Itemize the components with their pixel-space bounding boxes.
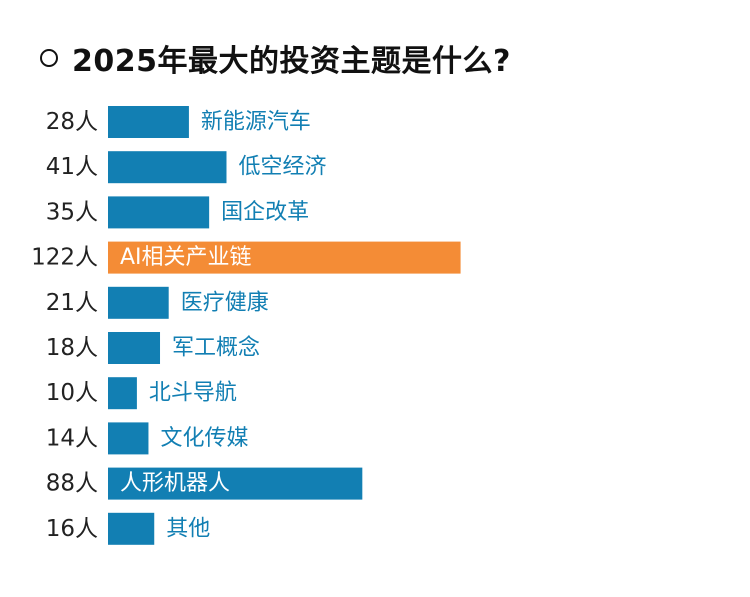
bar-row: 88人 人形机器人 (46, 467, 363, 500)
value-label: 88人 (46, 471, 98, 497)
bar-row: 10人 北斗导航 (46, 377, 237, 410)
bar-row: 21人 医疗健康 (46, 286, 269, 319)
bar (108, 151, 227, 184)
category-label: 低空经济 (238, 155, 326, 180)
value-label: 41人 (46, 154, 98, 180)
bar-row: 18人 军工概念 (46, 332, 260, 364)
bar (108, 286, 169, 319)
bar (108, 332, 161, 364)
bar (108, 196, 210, 229)
bar (108, 241, 461, 274)
title-row: 2025年最大的投资主题是什么? (40, 38, 511, 79)
bar-row: 16人 其他 (46, 512, 210, 545)
bar-row: 28人 新能源汽车 (46, 106, 311, 138)
category-label: 军工概念 (172, 336, 260, 361)
bar (108, 106, 189, 138)
value-label: 14人 (46, 425, 98, 451)
bar (108, 467, 363, 500)
bar (108, 422, 149, 455)
bar (108, 512, 155, 545)
radio-circle-icon (40, 49, 58, 67)
category-label: 文化传媒 (160, 426, 248, 451)
bar (108, 377, 137, 410)
category-label: 新能源汽车 (201, 110, 311, 135)
category-label: 人形机器人 (120, 471, 230, 496)
category-label: 其他 (166, 516, 210, 541)
bar-row: 41人 低空经济 (46, 151, 327, 184)
category-label: 医疗健康 (181, 290, 269, 315)
value-label: 122人 (31, 245, 98, 271)
value-label: 28人 (46, 109, 98, 135)
page-title: 2025年最大的投资主题是什么? (72, 44, 511, 79)
bar-row: 14人 文化传媒 (46, 422, 248, 455)
value-label: 35人 (46, 199, 98, 225)
value-label: 10人 (46, 380, 98, 406)
bar-row: 122人 AI相关产业链 (31, 241, 461, 274)
category-label: 国企改革 (221, 200, 309, 225)
value-label: 16人 (46, 516, 98, 542)
value-label: 21人 (46, 290, 98, 316)
bar-row: 35人 国企改革 (46, 196, 309, 229)
category-label: 北斗导航 (149, 381, 237, 406)
category-label: AI相关产业链 (120, 245, 252, 270)
value-label: 18人 (46, 335, 98, 361)
